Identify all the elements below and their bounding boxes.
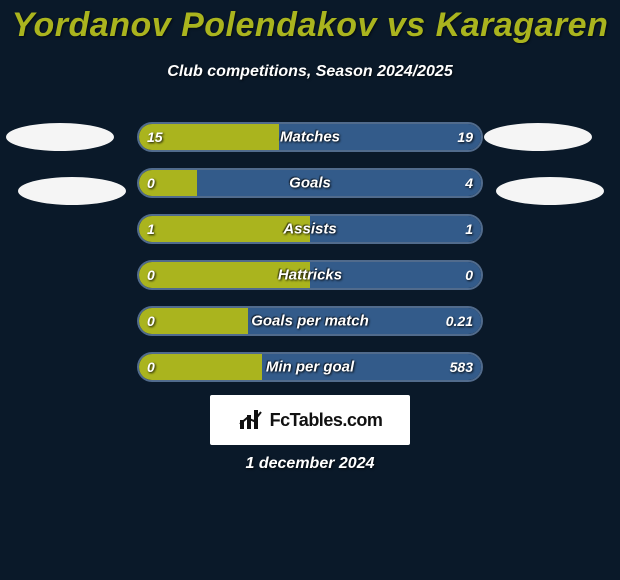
decorative-pill [496,177,604,205]
stat-right-value: 0.21 [446,313,473,329]
stat-row: Min per goal 0 583 [137,352,483,382]
stat-right-value: 4 [465,175,473,191]
stat-right-value: 1 [465,221,473,237]
stat-label: Goals per match [251,313,369,330]
stat-left-value: 0 [147,359,155,375]
stat-left-value: 0 [147,313,155,329]
stat-right-value: 19 [457,129,473,145]
stat-row: Goals per match 0 0.21 [137,306,483,336]
stat-label: Assists [283,221,336,238]
stat-label: Goals [289,175,331,192]
stat-left-value: 1 [147,221,155,237]
decorative-pill [484,123,592,151]
page-title: Yordanov Polendakov vs Karagaren [0,0,620,45]
stat-label: Matches [280,129,340,146]
date-label: 1 december 2024 [246,455,375,473]
stat-left-value: 0 [147,267,155,283]
stat-right-value: 583 [450,359,473,375]
stat-label: Min per goal [266,359,354,376]
decorative-pill [6,123,114,151]
stat-left-value: 15 [147,129,163,145]
stat-right-value: 0 [465,267,473,283]
brand-badge: FcTables.com [210,395,410,445]
stat-row: Assists 1 1 [137,214,483,244]
bar-right-fill [197,170,481,196]
brand-text: FcTables.com [270,410,383,431]
stats-container: Matches1519Goals04Assists11Hattricks00Go… [137,122,483,398]
decorative-pill [18,177,126,205]
bar-left-fill [139,308,248,334]
brand-icon [238,409,266,431]
stat-row: Hattricks 0 0 [137,260,483,290]
bar-left-fill [139,354,262,380]
stat-label: Hattricks [278,267,342,284]
subtitle: Club competitions, Season 2024/2025 [0,63,620,81]
stat-row: Goals 0 4 [137,168,483,198]
stat-row: Matches 15 19 [137,122,483,152]
stat-left-value: 0 [147,175,155,191]
comparison-infographic: Yordanov Polendakov vs Karagaren Club co… [0,0,620,580]
